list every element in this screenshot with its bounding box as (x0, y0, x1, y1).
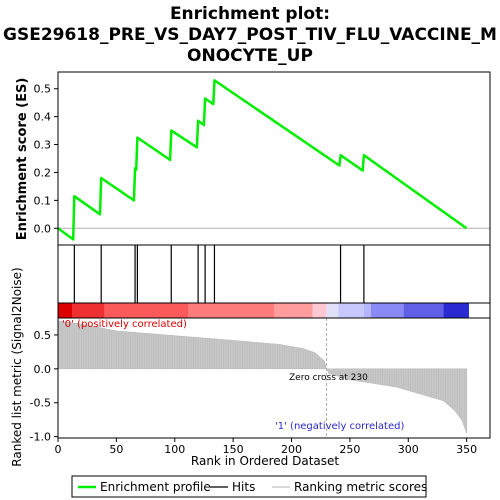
chart-title-line-2: GSE29618_PRE_VS_DAY7_POST_TIV_FLU_VACCIN… (3, 25, 497, 45)
chart-title-line-3: ONOCYTE_UP (187, 46, 313, 66)
negative-correlation-label: '1' (negatively correlated) (275, 421, 404, 432)
colorbar-segment (72, 303, 105, 318)
metric-panel: 0.5 0.0 -0.5 -1.0 (30, 317, 491, 444)
es-panel: 0.0 0.1 0.2 0.3 0.4 0.5 (34, 71, 491, 246)
colorbar-segment (58, 303, 73, 318)
x-tick-label: 0 (55, 443, 62, 456)
colorbar-segment (338, 303, 364, 318)
metric-y-tick-label: -1.0 (30, 431, 51, 444)
es-y-tick-label: 0.0 (34, 222, 52, 235)
legend-enrichment-label: Enrichment profile (100, 480, 211, 494)
zero-cross-label: Zero cross at 230 (289, 373, 368, 383)
x-tick-label: 150 (223, 443, 244, 456)
legend-hits-label: Hits (232, 480, 255, 494)
colorbar-segment (104, 303, 189, 318)
x-tick-label: 250 (339, 443, 360, 456)
positive-correlation-label: '0' (positively correlated) (62, 319, 187, 330)
metric-y-tick-label: 0.0 (34, 363, 52, 376)
colorbar-segment (312, 303, 327, 318)
es-y-tick-label: 0.3 (34, 139, 52, 152)
es-y-tick-label: 0.2 (34, 166, 52, 179)
x-tick-label: 350 (456, 443, 477, 456)
es-y-axis-label: Enrichment score (ES) (15, 78, 30, 241)
x-tick-label: 100 (164, 443, 185, 456)
colorbar-segment (363, 303, 371, 318)
colorbar-segment (274, 303, 313, 318)
ranking-metric-area (57, 320, 467, 434)
legend-metric-label: Ranking metric scores (294, 480, 427, 494)
colorbar-segment (443, 303, 469, 318)
colorbar-segment (326, 303, 339, 318)
chart-title-line-1: Enrichment plot: (170, 4, 330, 24)
x-axis-label: Rank in Ordered Dataset (191, 454, 339, 468)
es-y-tick-label: 0.1 (34, 194, 52, 207)
es-y-tick-label: 0.5 (34, 83, 52, 96)
x-tick-label: 50 (109, 443, 123, 456)
metric-y-tick-label: 0.5 (34, 329, 52, 342)
legend-box (71, 475, 427, 498)
es-y-tick-label: 0.4 (34, 111, 52, 124)
metric-panel-frame (57, 317, 491, 439)
metric-y-axis-label: Ranked list metric (Signal2Noise) (10, 267, 24, 466)
ranking-colorbar (57, 302, 491, 319)
legend: Enrichment profile Hits Ranking metric s… (71, 475, 427, 498)
enrichment-profile-line (57, 79, 468, 241)
x-tick-label: 200 (281, 443, 302, 456)
x-tick-label: 300 (398, 443, 419, 456)
colorbar-segment (370, 303, 404, 318)
metric-y-tick-label: -0.5 (30, 397, 51, 410)
colorbar-segment (188, 303, 274, 318)
colorbar-segment (403, 303, 444, 318)
